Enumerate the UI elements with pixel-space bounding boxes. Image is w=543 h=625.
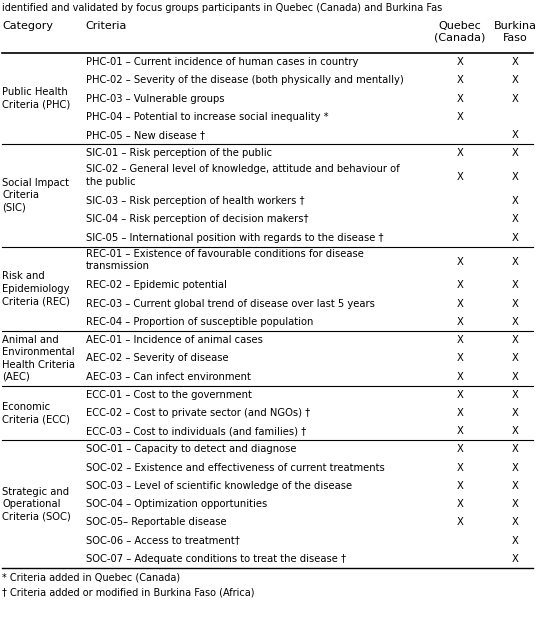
Text: X: X (457, 518, 463, 528)
Text: ECC-01 – Cost to the government: ECC-01 – Cost to the government (86, 390, 251, 400)
Text: X: X (457, 173, 463, 182)
Text: PHC-05 – New disease †: PHC-05 – New disease † (86, 130, 205, 140)
Text: X: X (512, 536, 519, 546)
Text: * Criteria added in Quebec (Canada): * Criteria added in Quebec (Canada) (2, 573, 180, 583)
Text: REC-02 – Epidemic potential: REC-02 – Epidemic potential (86, 281, 226, 291)
Text: Burkina
Faso: Burkina Faso (494, 21, 537, 42)
Text: Strategic and
Operational
Criteria (SOC): Strategic and Operational Criteria (SOC) (2, 487, 71, 521)
Text: X: X (457, 256, 463, 266)
Text: SOC-04 – Optimization opportunities: SOC-04 – Optimization opportunities (86, 499, 267, 509)
Text: X: X (457, 353, 463, 363)
Text: X: X (512, 408, 519, 418)
Text: X: X (512, 444, 519, 454)
Text: X: X (512, 462, 519, 472)
Text: X: X (512, 426, 519, 436)
Text: X: X (457, 444, 463, 454)
Text: SIC-05 – International position with regards to the disease †: SIC-05 – International position with reg… (86, 232, 383, 242)
Text: identified and validated by focus groups participants in Quebec (Canada) and Bur: identified and validated by focus groups… (2, 3, 443, 13)
Text: X: X (512, 335, 519, 345)
Text: X: X (512, 499, 519, 509)
Text: Criteria: Criteria (86, 21, 127, 31)
Text: SIC-01 – Risk perception of the public: SIC-01 – Risk perception of the public (86, 148, 272, 158)
Text: X: X (512, 232, 519, 242)
Text: X: X (457, 299, 463, 309)
Text: X: X (457, 317, 463, 327)
Text: Animal and
Environmental
Health Criteria
(AEC): Animal and Environmental Health Criteria… (2, 335, 75, 382)
Text: SOC-07 – Adequate conditions to treat the disease †: SOC-07 – Adequate conditions to treat th… (86, 554, 346, 564)
Text: AEC-02 – Severity of disease: AEC-02 – Severity of disease (86, 353, 228, 363)
Text: X: X (457, 335, 463, 345)
Text: AEC-01 – Incidence of animal cases: AEC-01 – Incidence of animal cases (86, 335, 262, 345)
Text: X: X (457, 481, 463, 491)
Text: X: X (512, 58, 519, 68)
Text: X: X (512, 173, 519, 182)
Text: X: X (457, 112, 463, 122)
Text: X: X (457, 148, 463, 158)
Text: X: X (457, 408, 463, 418)
Text: X: X (457, 76, 463, 86)
Text: X: X (457, 94, 463, 104)
Text: PHC-01 – Current incidence of human cases in country: PHC-01 – Current incidence of human case… (86, 58, 358, 68)
Text: ECC-02 – Cost to private sector (and NGOs) †: ECC-02 – Cost to private sector (and NGO… (86, 408, 310, 418)
Text: X: X (512, 148, 519, 158)
Text: X: X (512, 130, 519, 140)
Text: X: X (512, 353, 519, 363)
Text: X: X (512, 554, 519, 564)
Text: X: X (512, 94, 519, 104)
Text: X: X (457, 58, 463, 68)
Text: ECC-03 – Cost to individuals (and families) †: ECC-03 – Cost to individuals (and famili… (86, 426, 306, 436)
Text: SIC-04 – Risk perception of decision makers†: SIC-04 – Risk perception of decision mak… (86, 214, 308, 224)
Text: REC-01 – Existence of favourable conditions for disease
transmission: REC-01 – Existence of favourable conditi… (86, 249, 363, 271)
Text: † Criteria added or modified in Burkina Faso (Africa): † Criteria added or modified in Burkina … (2, 588, 255, 598)
Text: X: X (512, 196, 519, 206)
Text: SOC-06 – Access to treatment†: SOC-06 – Access to treatment† (86, 536, 239, 546)
Text: X: X (512, 76, 519, 86)
Text: X: X (512, 214, 519, 224)
Text: Category: Category (2, 21, 53, 31)
Text: SIC-02 – General level of knowledge, attitude and behaviour of
the public: SIC-02 – General level of knowledge, att… (86, 164, 399, 187)
Text: X: X (457, 499, 463, 509)
Text: X: X (512, 299, 519, 309)
Text: Social Impact
Criteria
(SIC): Social Impact Criteria (SIC) (2, 178, 69, 213)
Text: X: X (512, 281, 519, 291)
Text: REC-04 – Proportion of susceptible population: REC-04 – Proportion of susceptible popul… (86, 317, 313, 327)
Text: X: X (512, 371, 519, 381)
Text: SOC-01 – Capacity to detect and diagnose: SOC-01 – Capacity to detect and diagnose (86, 444, 296, 454)
Text: PHC-04 – Potential to increase social inequality *: PHC-04 – Potential to increase social in… (86, 112, 328, 122)
Text: SOC-02 – Existence and effectiveness of current treatments: SOC-02 – Existence and effectiveness of … (86, 462, 384, 472)
Text: X: X (512, 256, 519, 266)
Text: X: X (457, 462, 463, 472)
Text: REC-03 – Current global trend of disease over last 5 years: REC-03 – Current global trend of disease… (86, 299, 375, 309)
Text: X: X (512, 481, 519, 491)
Text: Risk and
Epidemiology
Criteria (REC): Risk and Epidemiology Criteria (REC) (2, 271, 70, 306)
Text: PHC-02 – Severity of the disease (both physically and mentally): PHC-02 – Severity of the disease (both p… (86, 76, 403, 86)
Text: Quebec
(Canada): Quebec (Canada) (434, 21, 485, 42)
Text: Public Health
Criteria (PHC): Public Health Criteria (PHC) (2, 88, 70, 110)
Text: X: X (512, 518, 519, 528)
Text: X: X (512, 317, 519, 327)
Text: X: X (457, 371, 463, 381)
Text: X: X (457, 281, 463, 291)
Text: Economic
Criteria (ECC): Economic Criteria (ECC) (2, 402, 70, 424)
Text: SIC-03 – Risk perception of health workers †: SIC-03 – Risk perception of health worke… (86, 196, 304, 206)
Text: SOC-03 – Level of scientific knowledge of the disease: SOC-03 – Level of scientific knowledge o… (86, 481, 352, 491)
Text: X: X (457, 390, 463, 400)
Text: PHC-03 – Vulnerable groups: PHC-03 – Vulnerable groups (86, 94, 224, 104)
Text: SOC-05– Reportable disease: SOC-05– Reportable disease (86, 518, 226, 528)
Text: AEC-03 – Can infect environment: AEC-03 – Can infect environment (86, 371, 250, 381)
Text: X: X (457, 426, 463, 436)
Text: X: X (512, 390, 519, 400)
